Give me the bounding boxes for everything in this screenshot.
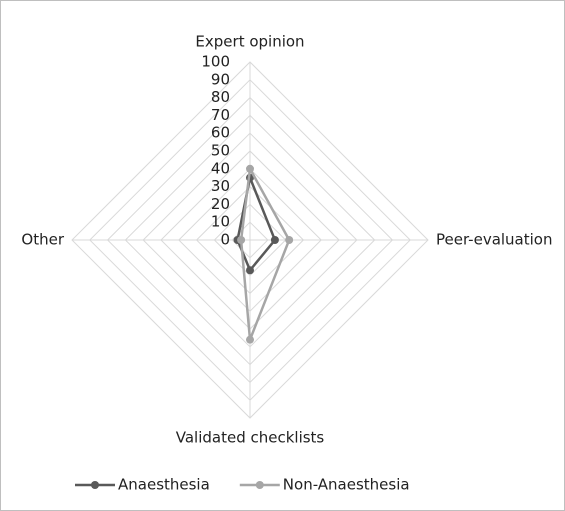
category-label: Peer-evaluation	[436, 231, 552, 249]
series-point	[246, 164, 254, 173]
series-point	[285, 236, 294, 244]
r-tick-label: 60	[211, 124, 230, 142]
r-tick-label: 100	[201, 53, 230, 71]
r-tick-label: 50	[211, 142, 230, 160]
legend-label: Non-Anaesthesia	[283, 476, 410, 494]
r-tick-label: 40	[211, 159, 230, 177]
r-tick-label: 80	[211, 88, 230, 106]
r-tick-label: 20	[211, 195, 230, 213]
r-tick-label: 30	[211, 177, 230, 195]
r-tick-label: 0	[220, 231, 230, 249]
r-tick-label: 90	[211, 70, 230, 88]
legend-marker	[255, 481, 264, 489]
series-point	[246, 266, 254, 275]
category-label: Validated checklists	[176, 429, 325, 447]
r-tick-label: 70	[211, 106, 230, 124]
category-label: Other	[21, 231, 64, 249]
category-label: Expert opinion	[195, 33, 304, 51]
legend-label: Anaesthesia	[118, 476, 210, 494]
r-tick-label: 10	[211, 213, 230, 231]
series-point	[237, 236, 246, 244]
series-point	[246, 335, 254, 344]
series-point	[270, 236, 279, 244]
legend-marker	[91, 481, 99, 489]
